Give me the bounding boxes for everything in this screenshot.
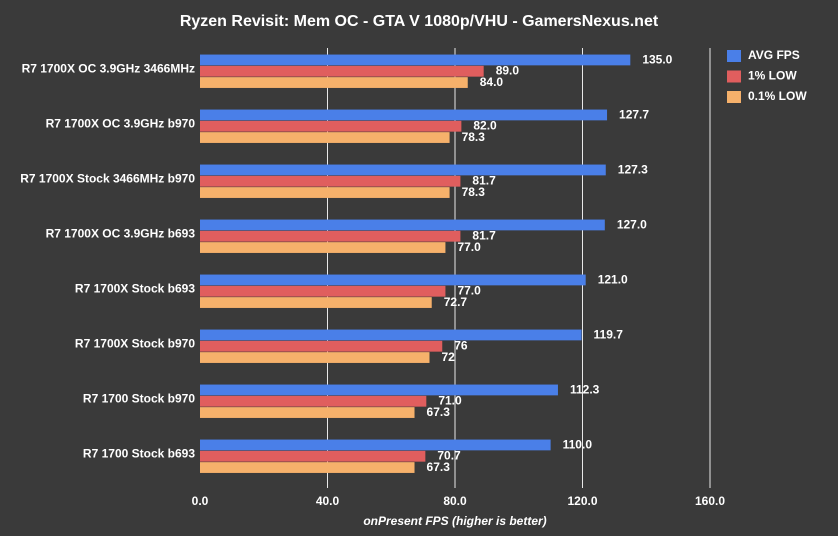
y-tick-label: R7 1700X OC 3.9GHz b693 bbox=[46, 227, 196, 241]
bar bbox=[200, 297, 432, 308]
value-label: 81.7 bbox=[472, 174, 496, 188]
x-tick-label: 0.0 bbox=[192, 494, 209, 508]
chart-title: Ryzen Revisit: Mem OC - GTA V 1080p/VHU … bbox=[180, 13, 659, 30]
value-label: 81.7 bbox=[472, 229, 496, 243]
value-label: 67.3 bbox=[427, 460, 451, 474]
value-label: 82.0 bbox=[473, 119, 497, 133]
bar bbox=[200, 77, 468, 88]
value-label: 110.0 bbox=[563, 437, 593, 451]
value-label: 112.3 bbox=[570, 382, 600, 396]
value-label: 127.0 bbox=[617, 217, 647, 231]
legend-swatch bbox=[727, 91, 741, 103]
value-label: 72 bbox=[442, 350, 456, 364]
bar bbox=[200, 407, 415, 418]
value-label: 77.0 bbox=[457, 284, 481, 298]
x-tick-label: 80.0 bbox=[443, 494, 467, 508]
x-tick-label: 40.0 bbox=[316, 494, 340, 508]
value-label: 127.7 bbox=[619, 107, 649, 121]
value-label: 71.0 bbox=[438, 394, 462, 408]
legend-label: 1% LOW bbox=[748, 69, 797, 83]
value-label: 72.7 bbox=[444, 295, 468, 309]
y-tick-label: R7 1700X Stock 3466MHz b970 bbox=[20, 172, 195, 186]
value-label: 77.0 bbox=[457, 240, 481, 254]
value-label: 78.3 bbox=[462, 185, 486, 199]
value-label: 127.3 bbox=[618, 162, 648, 176]
value-label: 89.0 bbox=[496, 64, 520, 78]
bar bbox=[200, 395, 427, 407]
legend-swatch bbox=[727, 70, 741, 83]
legend-label: 0.1% LOW bbox=[748, 89, 807, 103]
bar bbox=[200, 285, 446, 297]
bar bbox=[200, 450, 426, 462]
bar bbox=[200, 462, 415, 473]
bar bbox=[200, 439, 551, 451]
value-label: 76 bbox=[454, 339, 468, 353]
bar bbox=[200, 164, 606, 176]
bar bbox=[200, 109, 608, 121]
bar bbox=[200, 230, 461, 242]
bar bbox=[200, 120, 462, 132]
y-tick-label: R7 1700X Stock b970 bbox=[75, 337, 195, 351]
bar bbox=[200, 340, 443, 352]
bar bbox=[200, 175, 461, 187]
legend-label: AVG FPS bbox=[748, 48, 800, 62]
y-tick-label: R7 1700X Stock b693 bbox=[75, 282, 195, 296]
bar bbox=[200, 352, 430, 363]
y-tick-label: R7 1700X OC 3.9GHz b970 bbox=[46, 117, 196, 131]
value-label: 84.0 bbox=[480, 75, 504, 89]
bar bbox=[200, 65, 484, 77]
bar bbox=[200, 274, 586, 286]
legend-swatch bbox=[727, 50, 741, 62]
x-axis-label: onPresent FPS (higher is better) bbox=[363, 514, 546, 528]
value-label: 121.0 bbox=[598, 272, 628, 286]
x-tick-label: 160.0 bbox=[695, 494, 725, 508]
value-label: 78.3 bbox=[462, 130, 486, 144]
y-tick-label: R7 1700 Stock b970 bbox=[83, 392, 195, 406]
bar bbox=[200, 187, 450, 198]
value-label: 135.0 bbox=[642, 52, 672, 66]
y-tick-label: R7 1700 Stock b693 bbox=[83, 447, 195, 461]
bar bbox=[200, 54, 631, 66]
bar bbox=[200, 329, 582, 341]
bar bbox=[200, 132, 450, 143]
value-label: 119.7 bbox=[594, 327, 624, 341]
y-tick-label: R7 1700X OC 3.9GHz 3466MHz bbox=[22, 62, 195, 76]
value-label: 67.3 bbox=[427, 405, 451, 419]
bar bbox=[200, 384, 558, 396]
bar bbox=[200, 219, 605, 231]
x-tick-label: 120.0 bbox=[567, 494, 597, 508]
value-label: 70.7 bbox=[437, 449, 461, 463]
bar bbox=[200, 242, 446, 253]
